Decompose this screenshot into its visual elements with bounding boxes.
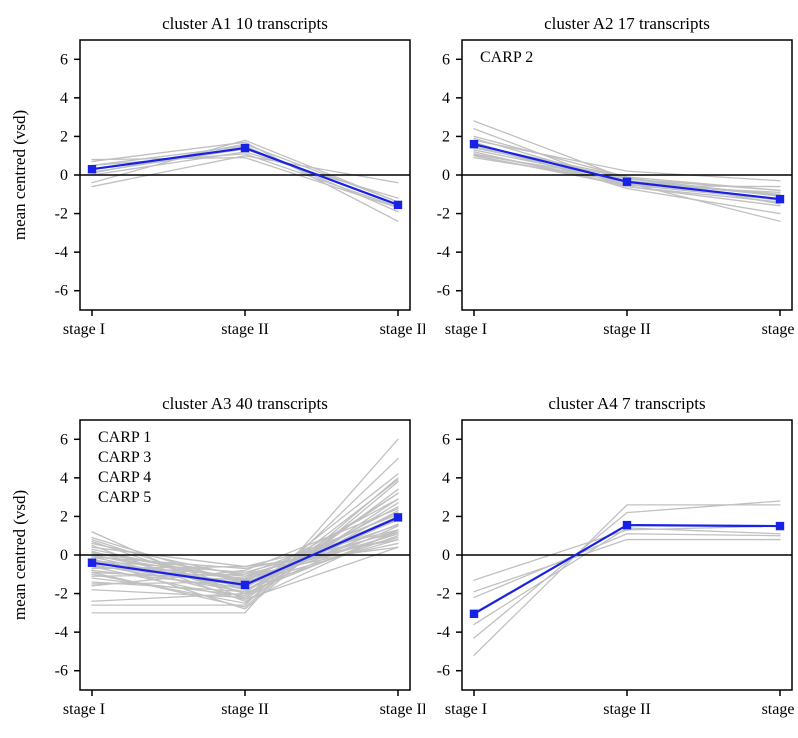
y-tick-label: -2: [437, 206, 450, 223]
x-tick-label: stage I: [445, 321, 487, 338]
transcript-lines: [474, 121, 780, 221]
mean-marker: [623, 178, 631, 186]
y-tick-label: 2: [60, 508, 68, 525]
y-tick-label: 4: [60, 470, 68, 487]
y-tick-label: -6: [437, 663, 450, 680]
y-tick-label: 6: [60, 51, 68, 68]
y-tick-label: 0: [442, 547, 450, 564]
y-tick-label: -6: [55, 663, 68, 680]
mean-marker: [470, 610, 478, 618]
panel-A3: cluster A3 40 transcriptsmean centred (v…: [80, 420, 410, 690]
panel-A4: cluster A4 7 transcripts-6-4-20246stage …: [462, 420, 792, 690]
x-tick-label: stage I: [445, 701, 487, 718]
y-tick-label: -4: [55, 244, 68, 261]
y-tick-label: -2: [55, 586, 68, 603]
y-tick-label: -6: [55, 283, 68, 300]
mean-marker: [623, 521, 631, 529]
y-tick-label: -2: [55, 206, 68, 223]
y-tick-label: 0: [60, 167, 68, 184]
x-tick-label: stage I: [63, 321, 105, 338]
mean-marker: [776, 195, 784, 203]
annotation-carp: CARP 2: [480, 49, 533, 66]
annotation-carp: CARP 3: [98, 449, 151, 466]
y-tick-label: 4: [60, 90, 68, 107]
y-axis-label: mean centred (vsd): [10, 465, 30, 645]
mean-marker: [394, 201, 402, 209]
y-tick-label: 0: [60, 547, 68, 564]
y-tick-label: 0: [442, 167, 450, 184]
y-tick-label: -4: [437, 244, 450, 261]
y-tick-label: 2: [442, 508, 450, 525]
x-tick-label: stage III: [762, 701, 798, 718]
mean-marker: [88, 559, 96, 567]
mean-marker: [88, 165, 96, 173]
x-tick-label: stage I: [63, 701, 105, 718]
transcript-lines: [92, 140, 398, 221]
annotation-carp: CARP 4: [98, 469, 151, 486]
mean-marker: [241, 581, 249, 589]
y-tick-label: 4: [442, 470, 450, 487]
y-tick-label: -6: [437, 283, 450, 300]
panel-title: cluster A2 17 transcripts: [462, 14, 792, 34]
mean-marker: [394, 513, 402, 521]
y-tick-label: 2: [60, 128, 68, 145]
x-tick-label: stage II: [603, 321, 651, 338]
mean-marker: [241, 144, 249, 152]
panel-A1: cluster A1 10 transcriptsmean centred (v…: [80, 40, 410, 310]
y-tick-label: 6: [442, 431, 450, 448]
panel-title: cluster A1 10 transcripts: [80, 14, 410, 34]
panel-A2: cluster A2 17 transcripts-6-4-20246stage…: [462, 40, 792, 310]
panel-title: cluster A3 40 transcripts: [80, 394, 410, 414]
mean-line: [92, 148, 398, 205]
y-tick-label: 2: [442, 128, 450, 145]
y-tick-label: -4: [437, 624, 450, 641]
y-tick-label: 6: [60, 431, 68, 448]
y-tick-label: 6: [442, 51, 450, 68]
mean-marker: [776, 522, 784, 530]
y-tick-label: -2: [437, 586, 450, 603]
figure-root: cluster A1 10 transcripts mean centred (v…: [0, 0, 798, 738]
x-tick-label: stage II: [603, 701, 651, 718]
y-tick-label: -4: [55, 624, 68, 641]
annotation-carp: CARP 5: [98, 489, 151, 506]
x-tick-label: stage III: [762, 321, 798, 338]
annotation-carp: CARP 1: [98, 429, 151, 446]
x-tick-label: stage II: [221, 321, 269, 338]
x-tick-label: stage II: [221, 701, 269, 718]
panel-title: cluster A4 7 transcripts: [462, 394, 792, 414]
y-tick-label: 4: [442, 90, 450, 107]
mean-marker: [470, 140, 478, 148]
y-axis-label: mean centred (vsd): [10, 85, 30, 265]
